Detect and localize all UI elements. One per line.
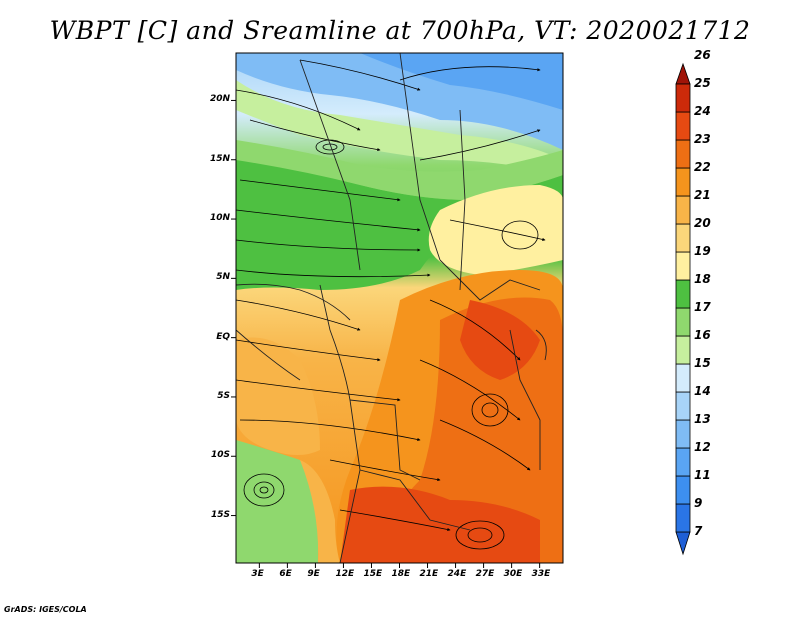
lat-tick-label: 10S bbox=[210, 450, 230, 461]
lon-tick-label: 27E bbox=[475, 569, 495, 579]
colorbar-label: 11 bbox=[694, 468, 711, 482]
colorbar-label: 17 bbox=[694, 300, 711, 314]
colorbar-segment bbox=[675, 335, 691, 365]
colorbar-segment bbox=[675, 195, 691, 225]
colorbar-segment bbox=[675, 251, 691, 281]
streamlines bbox=[236, 59, 546, 550]
colorbar-min-arrow bbox=[675, 531, 691, 556]
colorbar-label: 9 bbox=[694, 496, 703, 510]
footer-credit: GrADS: IGES/COLA bbox=[4, 605, 87, 614]
colorbar-label: 26 bbox=[694, 48, 711, 62]
colorbar-label: 13 bbox=[694, 412, 711, 426]
lon-tick-label: 6E bbox=[279, 569, 292, 579]
colorbar-segment bbox=[675, 419, 691, 449]
lon-tick-label: 9E bbox=[307, 569, 320, 579]
colorbar-segment bbox=[675, 223, 691, 253]
colorbar-segment bbox=[675, 475, 691, 505]
colorbar-segment bbox=[675, 279, 691, 309]
colorbar-label: 7 bbox=[694, 524, 703, 538]
lat-tick-label: 15S bbox=[210, 509, 230, 520]
colorbar-label: 25 bbox=[694, 76, 711, 90]
lon-tick-label: 30E bbox=[503, 569, 523, 579]
colorbar-segment bbox=[675, 363, 691, 393]
lat-tick-label: 10N bbox=[209, 213, 230, 224]
colorbar bbox=[675, 62, 691, 556]
colorbar-label: 23 bbox=[694, 132, 711, 146]
colorbar-segment bbox=[675, 83, 691, 113]
colorbar-label: 18 bbox=[694, 272, 711, 286]
latitude-ticks bbox=[231, 99, 236, 517]
lon-tick-label: 24E bbox=[447, 569, 467, 579]
colorbar-label: 21 bbox=[694, 188, 711, 202]
colorbar-label: 24 bbox=[694, 104, 711, 118]
colorbar-max-arrow bbox=[675, 62, 691, 85]
colorbar-segment bbox=[675, 391, 691, 421]
colorbar-segment bbox=[675, 167, 691, 197]
lon-tick-label: 12E bbox=[335, 569, 355, 579]
lon-tick-label: 18E bbox=[391, 569, 411, 579]
colorbar-segment bbox=[675, 447, 691, 477]
colorbar-segment bbox=[675, 111, 691, 141]
colorbar-segment bbox=[675, 139, 691, 169]
colorbar-label: 19 bbox=[694, 244, 711, 258]
longitude-ticks bbox=[258, 563, 541, 568]
colorbar-label: 12 bbox=[694, 440, 711, 454]
lon-tick-label: 33E bbox=[531, 569, 551, 579]
country-borders bbox=[236, 53, 547, 563]
colorbar-segment bbox=[675, 307, 691, 337]
lat-tick-label: 5N bbox=[216, 272, 230, 283]
colorbar-label: 22 bbox=[694, 160, 711, 174]
lat-tick-label: 5S bbox=[217, 390, 230, 401]
lon-tick-label: 3E bbox=[251, 569, 264, 579]
colorbar-label: 14 bbox=[694, 384, 711, 398]
colorbar-segment bbox=[675, 503, 691, 533]
colorbar-label: 15 bbox=[694, 356, 711, 370]
wbpt-shaded-field bbox=[236, 53, 563, 563]
colorbar-label: 20 bbox=[694, 216, 711, 230]
lat-tick-label: EQ bbox=[216, 331, 230, 342]
colorbar-label: 16 bbox=[694, 328, 711, 342]
lat-tick-label: 15N bbox=[209, 153, 230, 164]
lon-tick-label: 21E bbox=[419, 569, 439, 579]
lat-tick-label: 20N bbox=[209, 94, 230, 105]
lon-tick-label: 15E bbox=[363, 569, 383, 579]
chart-title: WBPT [C] and Sreamline at 700hPa, VT: 20… bbox=[49, 16, 751, 45]
